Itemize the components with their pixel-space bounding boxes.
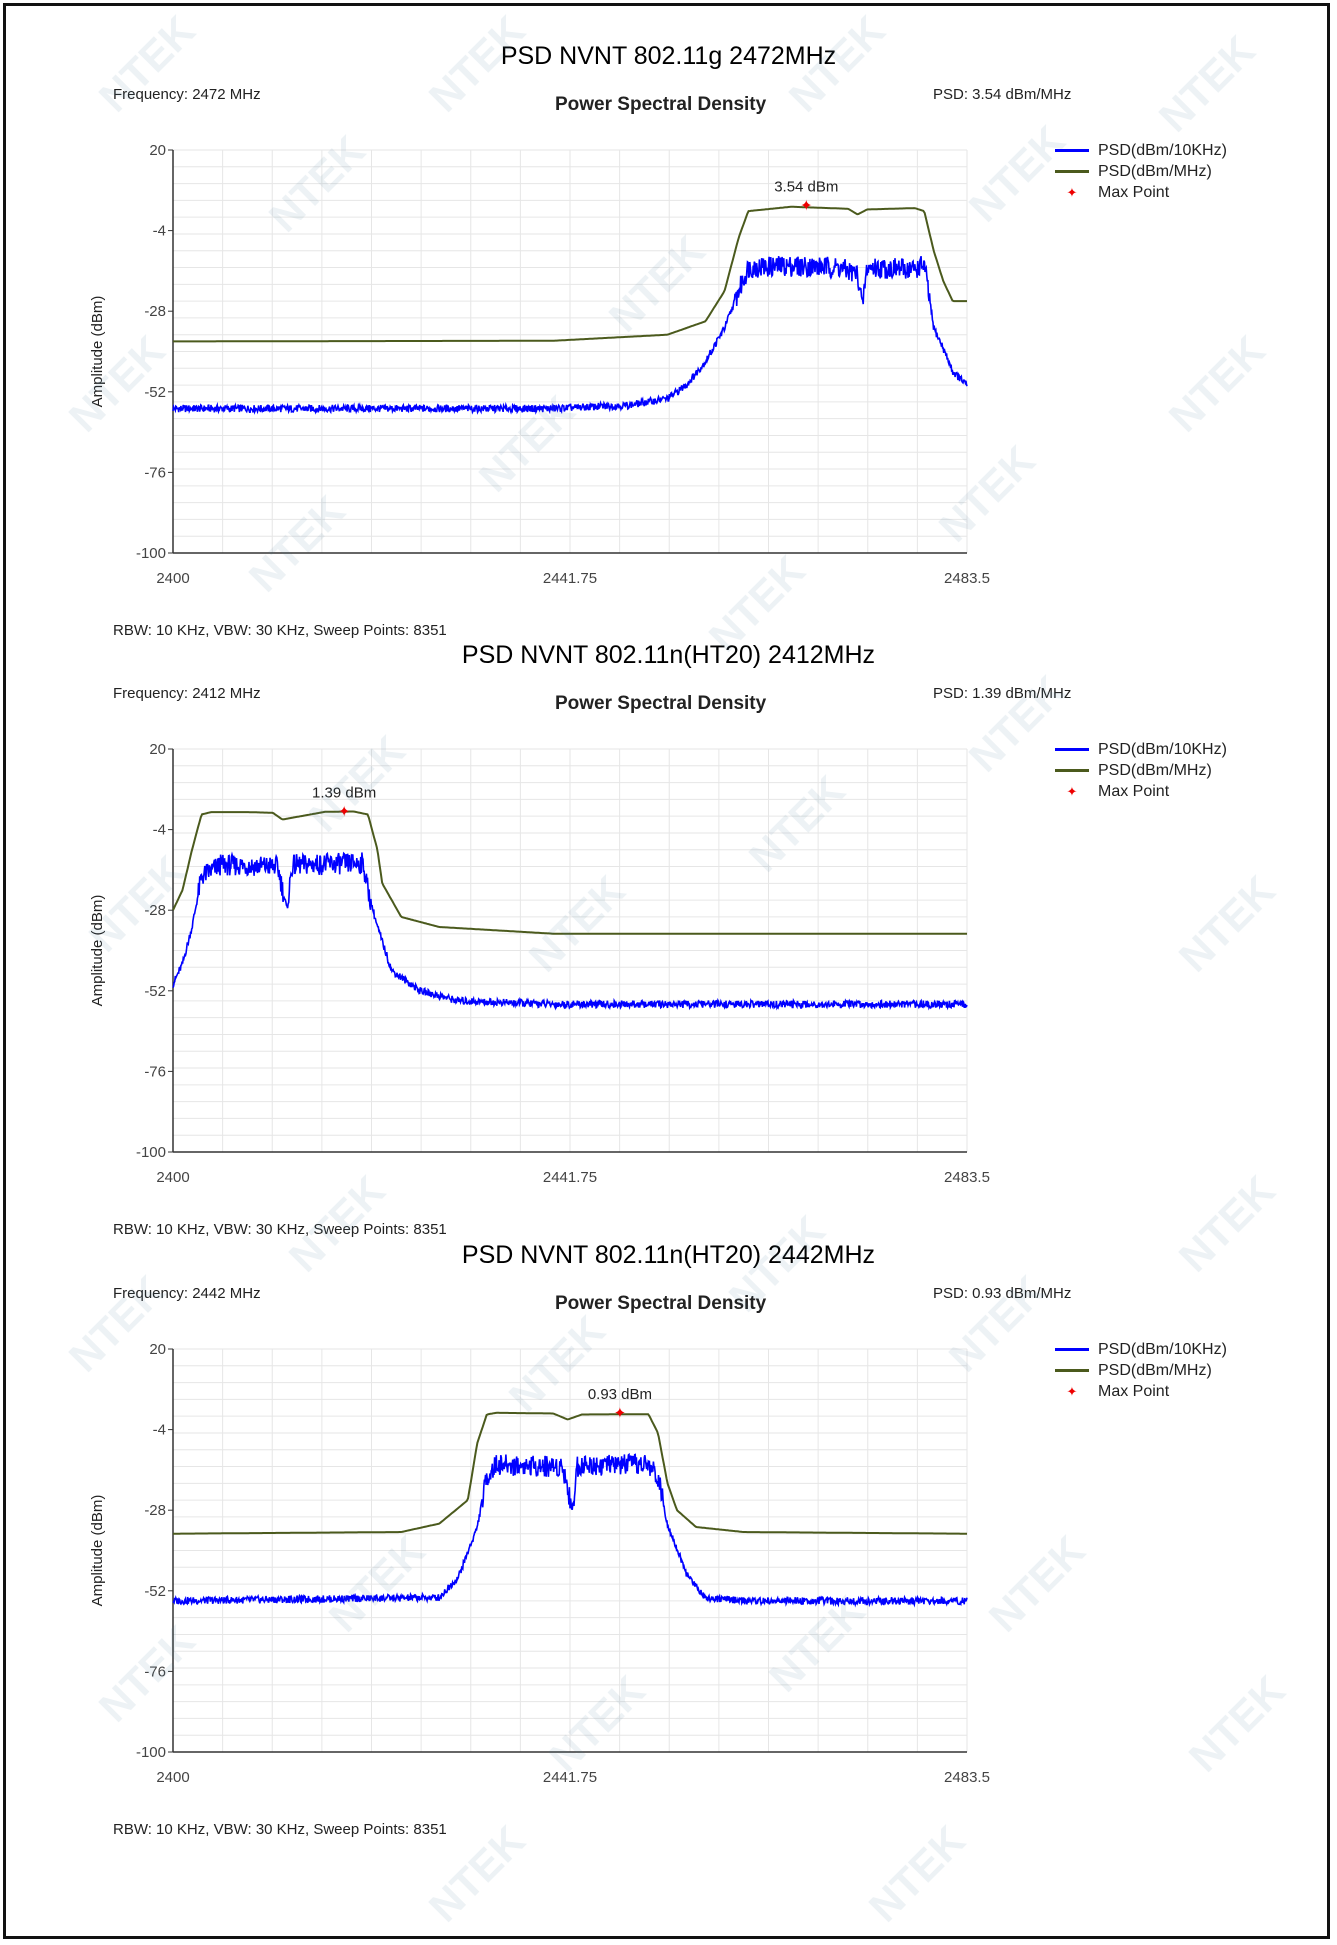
chart-panel: PSD NVNT 802.11n(HT20) 2412MHz Frequency:… <box>0 599 1337 1238</box>
legend-entry: PSD(dBm/MHz) <box>1055 760 1227 781</box>
y-axis-label: Amplitude (dBm) <box>89 895 106 1007</box>
chart-heading: PSD NVNT 802.11n(HT20) 2442MHz <box>461 1241 876 1269</box>
y-tick-label: -52 <box>144 983 166 1000</box>
measurement-settings: RBW: 10 KHz, VBW: 30 KHz, Sweep Points: … <box>113 622 447 639</box>
chart-legend: PSD(dBm/10KHz) PSD(dBm/MHz) ✦ Max Point <box>1055 140 1227 203</box>
measurement-settings: RBW: 10 KHz, VBW: 30 KHz, Sweep Points: … <box>113 1821 447 1838</box>
legend-label: Max Point <box>1098 184 1170 201</box>
legend-line-blue <box>1055 149 1089 152</box>
y-tick-label: -28 <box>144 1502 166 1519</box>
y-tick-label: 20 <box>149 741 166 758</box>
legend-entry: PSD(dBm/MHz) <box>1055 161 1227 182</box>
frequency-readout: Frequency: 2472 MHz <box>113 86 261 103</box>
x-tick-label: 2400 <box>156 570 189 587</box>
x-tick-label: 2483.5 <box>944 1769 990 1786</box>
chart-title: Power Spectral Density <box>555 693 767 714</box>
y-tick-label: 20 <box>149 142 166 159</box>
series-line-psd-mhz <box>173 205 967 343</box>
max-point-label: 3.54 dBm <box>774 178 838 195</box>
chart-legend: PSD(dBm/10KHz) PSD(dBm/MHz) ✦ Max Point <box>1055 1339 1227 1402</box>
series-line-psd-mhz <box>173 1411 967 1535</box>
y-tick-label: -100 <box>136 545 166 562</box>
chart-heading: PSD NVNT 802.11n(HT20) 2412MHz <box>461 641 876 669</box>
legend-line-blue <box>1055 748 1089 751</box>
page-border <box>3 3 1330 1939</box>
psd-chart: 20-4-28-52-76-10024002441.752483.5Freque… <box>89 1341 990 1786</box>
legend-entry: PSD(dBm/MHz) <box>1055 1360 1227 1381</box>
x-tick-label: 2441.75 <box>543 570 597 587</box>
chart-heading: PSD NVNT 802.11g 2472MHz <box>500 42 837 70</box>
legend-entry: ✦ Max Point <box>1055 182 1227 203</box>
legend-entry: PSD(dBm/10KHz) <box>1055 739 1227 760</box>
series-line-psd-10khz <box>172 255 968 415</box>
x-tick-label: 2400 <box>156 1769 189 1786</box>
psd-chart: 20-4-28-52-76-10024002441.752483.5Freque… <box>89 142 990 587</box>
y-tick-label: -76 <box>144 1063 166 1080</box>
x-tick-label: 2441.75 <box>543 1769 597 1786</box>
legend-entry: PSD(dBm/10KHz) <box>1055 1339 1227 1360</box>
legend-label: PSD(dBm/MHz) <box>1098 1362 1212 1379</box>
chart-title: Power Spectral Density <box>555 1293 767 1314</box>
max-point-marker: ✦ <box>338 802 351 820</box>
y-tick-label: -100 <box>136 1144 166 1161</box>
x-tick-label: 2400 <box>156 1169 189 1186</box>
legend-line-blue <box>1055 1348 1089 1351</box>
y-tick-label: -4 <box>153 822 166 839</box>
max-point-marker: ✦ <box>800 196 813 214</box>
y-tick-label: -52 <box>144 1583 166 1600</box>
psd-chart: 20-4-28-52-76-10024002441.752483.5Freque… <box>89 741 990 1186</box>
chart-panel: PSD NVNT 802.11n(HT20) 2442MHz Frequency:… <box>0 1199 1337 1838</box>
max-point-label: 1.39 dBm <box>312 784 376 801</box>
y-tick-label: 20 <box>149 1341 166 1358</box>
legend-entry: PSD(dBm/10KHz) <box>1055 140 1227 161</box>
max-point-icon: ✦ <box>1066 185 1078 200</box>
frequency-readout: Frequency: 2442 MHz <box>113 1285 261 1302</box>
y-tick-label: -100 <box>136 1744 166 1761</box>
measurement-settings: RBW: 10 KHz, VBW: 30 KHz, Sweep Points: … <box>113 1221 447 1238</box>
legend-line-green <box>1055 170 1089 173</box>
y-tick-label: -28 <box>144 902 166 919</box>
psd-readout: PSD: 3.54 dBm/MHz <box>933 86 1072 103</box>
y-tick-label: -4 <box>153 223 166 240</box>
legend-line-green <box>1055 769 1089 772</box>
y-axis-label: Amplitude (dBm) <box>89 296 106 408</box>
y-tick-label: -76 <box>144 464 166 481</box>
legend-label: PSD(dBm/10KHz) <box>1098 741 1227 758</box>
legend-label: Max Point <box>1098 783 1170 800</box>
max-point-icon: ✦ <box>1066 784 1078 799</box>
max-point-marker: ✦ <box>614 1404 627 1422</box>
series-line-psd-10khz <box>172 1452 968 1608</box>
y-tick-label: -52 <box>144 384 166 401</box>
chart-title: Power Spectral Density <box>555 94 767 115</box>
legend-entry: ✦ Max Point <box>1055 1381 1227 1402</box>
max-point-icon: ✦ <box>1066 1384 1078 1399</box>
legend-line-green <box>1055 1369 1089 1372</box>
x-tick-label: 2483.5 <box>944 570 990 587</box>
psd-readout: PSD: 1.39 dBm/MHz <box>933 685 1072 702</box>
legend-label: PSD(dBm/10KHz) <box>1098 142 1227 159</box>
y-tick-label: -4 <box>153 1422 166 1439</box>
chart-legend: PSD(dBm/10KHz) PSD(dBm/MHz) ✦ Max Point <box>1055 739 1227 802</box>
y-tick-label: -76 <box>144 1663 166 1680</box>
frequency-readout: Frequency: 2412 MHz <box>113 685 261 702</box>
series-line-psd-mhz <box>172 810 967 935</box>
chart-panel: PSD NVNT 802.11g 2472MHz Frequency: 2472 … <box>0 0 1337 639</box>
legend-label: PSD(dBm/MHz) <box>1098 163 1212 180</box>
x-tick-label: 2483.5 <box>944 1169 990 1186</box>
legend-label: Max Point <box>1098 1383 1170 1400</box>
legend-label: PSD(dBm/MHz) <box>1098 762 1212 779</box>
x-tick-label: 2441.75 <box>543 1169 597 1186</box>
legend-label: PSD(dBm/10KHz) <box>1098 1341 1227 1358</box>
y-axis-label: Amplitude (dBm) <box>89 1495 106 1607</box>
legend-entry: ✦ Max Point <box>1055 781 1227 802</box>
series-line-psd-10khz <box>172 851 968 1011</box>
psd-readout: PSD: 0.93 dBm/MHz <box>933 1285 1072 1302</box>
max-point-label: 0.93 dBm <box>588 1386 652 1403</box>
y-tick-label: -28 <box>144 303 166 320</box>
